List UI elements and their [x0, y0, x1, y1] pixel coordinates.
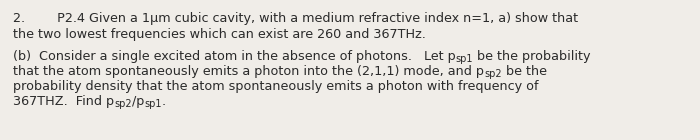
Text: 2.        P2.4 Given a 1μm cubic cavity, with a medium refractive index n=1, a) : 2. P2.4 Given a 1μm cubic cavity, with a…: [13, 12, 578, 25]
Text: sp2: sp2: [114, 99, 132, 109]
Text: that the atom spontaneously emits a photon into the (2,1,1) mode, and p: that the atom spontaneously emits a phot…: [13, 65, 484, 78]
Text: sp1: sp1: [144, 99, 162, 109]
Text: 367THZ.  Find p: 367THZ. Find p: [13, 95, 114, 108]
Text: probability density that the atom spontaneously emits a photon with frequency of: probability density that the atom sponta…: [13, 80, 538, 93]
Text: /p: /p: [132, 95, 144, 108]
Text: the two lowest frequencies which can exist are 260 and 367THz.: the two lowest frequencies which can exi…: [13, 28, 426, 41]
Text: .: .: [162, 95, 166, 108]
Text: be the: be the: [502, 65, 547, 78]
Text: (b)  Consider a single excited atom in the absence of photons.   Let p: (b) Consider a single excited atom in th…: [13, 50, 456, 63]
Text: sp1: sp1: [456, 54, 473, 64]
Text: be the probability: be the probability: [473, 50, 591, 63]
Text: sp2: sp2: [484, 69, 502, 79]
